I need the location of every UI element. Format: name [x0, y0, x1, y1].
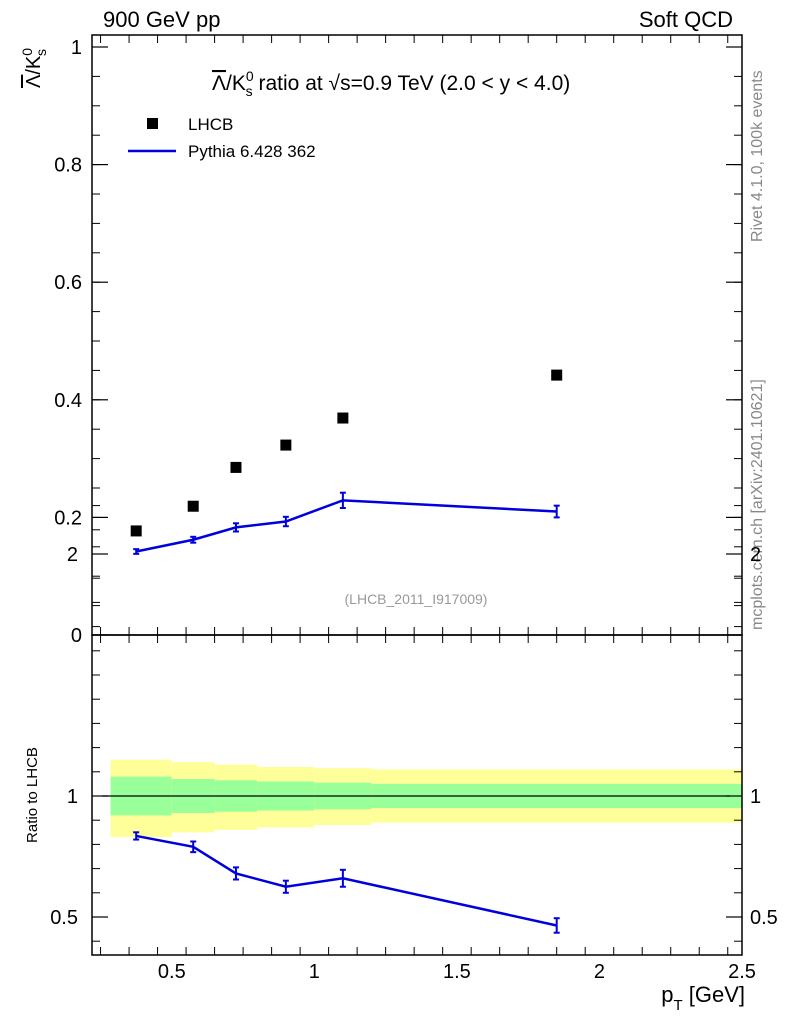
legend-label-pythia: Pythia 6.428 362	[188, 142, 316, 161]
chart-title: Λ/K0 s ratio at √s=0.9 TeV (2.0 < y < 4.0…	[212, 68, 570, 99]
lhcb-data-point	[230, 461, 242, 473]
ratio-ylabel: Ratio to LHCB	[24, 747, 41, 843]
main-ytick-label: 0.2	[54, 507, 82, 529]
ratio-xtick-label: 1.5	[443, 961, 471, 983]
collision-label: 900 GeV pp	[103, 7, 220, 32]
ratio-pythia-line	[135, 834, 557, 927]
lhcb-data-point	[187, 500, 199, 512]
title-lambda: Λ	[212, 72, 226, 95]
main-ytick-label: 0.6	[54, 272, 82, 294]
main-ylabel-k: /K	[23, 55, 45, 75]
ratio-ytick-label-right: 2	[750, 544, 761, 566]
main-ytick-label: 1	[71, 37, 82, 59]
main-ytick-label: 0	[71, 625, 82, 647]
title-sqrt: √s	[329, 72, 351, 95]
lhcb-data-point	[551, 369, 563, 381]
analysis-label: (LHCB_2011_I917009)	[345, 591, 488, 607]
ratio-ytick-label-right: 0.5	[750, 907, 778, 929]
ratio-ytick-label-right: 1	[750, 786, 761, 808]
lhcb-data-point	[280, 439, 292, 451]
title-sub: s	[246, 83, 253, 99]
main-ylabel-sub: s	[33, 49, 49, 56]
xlabel-sub: T	[673, 997, 682, 1014]
legend-marker-lhcb	[147, 118, 158, 129]
lhcb-data-point	[337, 412, 349, 424]
source-label: mcplots.cern.ch [arXiv:2401.10621]	[749, 379, 766, 630]
ratio-xlabel: pT [GeV]	[661, 982, 745, 1014]
main-ytick-label: 0.8	[54, 155, 82, 177]
ratio-ytick-label-left: 0.5	[50, 907, 78, 929]
main-ylabel-lambda: Λ	[23, 74, 45, 88]
ratio-xtick-label: 2	[594, 961, 605, 983]
lhcb-data-point	[130, 525, 142, 537]
ratio-xtick-label: 1	[309, 961, 320, 983]
title-k: /K	[226, 72, 246, 95]
title-rest: ratio at	[253, 72, 329, 95]
main-ylabel-sup: 0	[19, 48, 35, 56]
xlabel-p: p	[661, 982, 673, 1007]
legend-label-lhcb: LHCB	[188, 115, 233, 134]
main-ylabel: Λ/K0s	[19, 48, 49, 88]
ratio-xtick-label: 2.5	[728, 961, 756, 983]
ratio-frame	[91, 634, 743, 956]
ratio-xtick-label: 0.5	[158, 961, 186, 983]
title-tail: =0.9 TeV (2.0 < y < 4.0)	[351, 72, 571, 95]
ratio-plot: 0.5 0.5 1 1 2 2 0.5 1 1.5 2 2.5	[50, 505, 778, 983]
ratio-ytick-label-left: 1	[67, 786, 78, 808]
rivet-version-label: Rivet 4.1.0, 100k events	[749, 70, 766, 242]
ratio-ytick-label-left: 2	[67, 544, 78, 566]
main-ytick-label: 0.4	[54, 390, 82, 412]
pythia-line	[135, 499, 557, 553]
xlabel-unit: [GeV]	[683, 982, 745, 1007]
category-label: Soft QCD	[639, 7, 733, 32]
title-sup: 0	[246, 68, 254, 84]
